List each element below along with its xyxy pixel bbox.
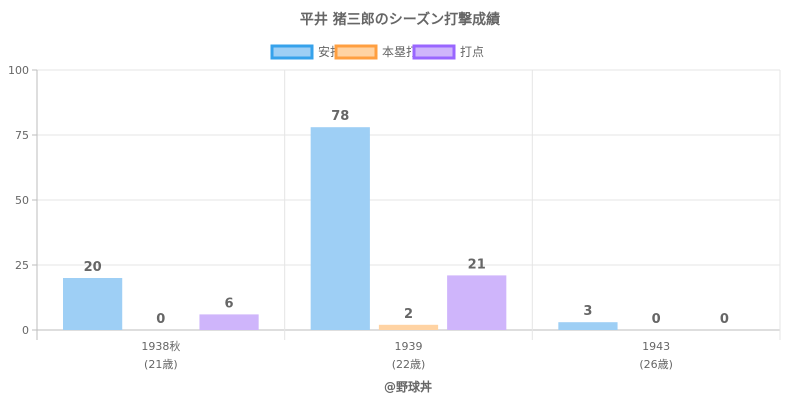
data-label: 0 bbox=[652, 312, 661, 327]
data-label: 20 bbox=[84, 260, 102, 275]
bar bbox=[310, 127, 370, 330]
x-tick-sublabel: (21歳) bbox=[144, 358, 178, 371]
y-tick-label: 75 bbox=[15, 129, 29, 142]
y-axis: 0 25 50 75 100 bbox=[8, 64, 37, 337]
x-tick-sublabel: (22歳) bbox=[392, 358, 426, 371]
y-tick-label: 100 bbox=[8, 64, 29, 77]
bar bbox=[199, 314, 259, 330]
y-tick-label: 50 bbox=[15, 194, 29, 207]
data-label: 6 bbox=[225, 296, 234, 311]
legend-swatch bbox=[270, 44, 314, 60]
x-tick-label: 1943 bbox=[642, 340, 670, 353]
legend-label: 本塁打 bbox=[382, 45, 418, 59]
data-label: 78 bbox=[331, 109, 349, 124]
bar bbox=[378, 324, 439, 330]
bars bbox=[63, 127, 618, 330]
y-tick-label: 25 bbox=[15, 259, 29, 272]
legend-swatch bbox=[412, 44, 456, 60]
chart-title: 平井 猪三郎のシーズン打撃成績 bbox=[300, 11, 500, 28]
grid bbox=[36, 69, 781, 340]
x-axis: 1938秋 (21歳) 1939 (22歳) 1943 (26歳) bbox=[141, 339, 673, 371]
bar bbox=[447, 275, 507, 330]
x-tick-sublabel: (26歳) bbox=[639, 358, 673, 371]
legend-swatch bbox=[334, 44, 378, 60]
y-tick-label: 0 bbox=[22, 324, 29, 337]
legend-label: 打点 bbox=[460, 45, 484, 59]
bar bbox=[63, 278, 123, 330]
legend: 安打 本塁打 打点 bbox=[270, 44, 484, 60]
credit-label: @野球丼 bbox=[384, 379, 432, 394]
data-label: 3 bbox=[583, 304, 592, 319]
data-labels: 20 0 6 78 2 21 3 0 0 bbox=[84, 109, 729, 327]
bar bbox=[558, 322, 618, 330]
data-label: 0 bbox=[720, 312, 729, 327]
x-tick-label: 1939 bbox=[395, 340, 423, 353]
data-label: 0 bbox=[156, 312, 165, 327]
data-label: 2 bbox=[404, 307, 413, 322]
x-tick-label: 1938秋 bbox=[141, 339, 180, 353]
data-label: 21 bbox=[468, 257, 486, 272]
